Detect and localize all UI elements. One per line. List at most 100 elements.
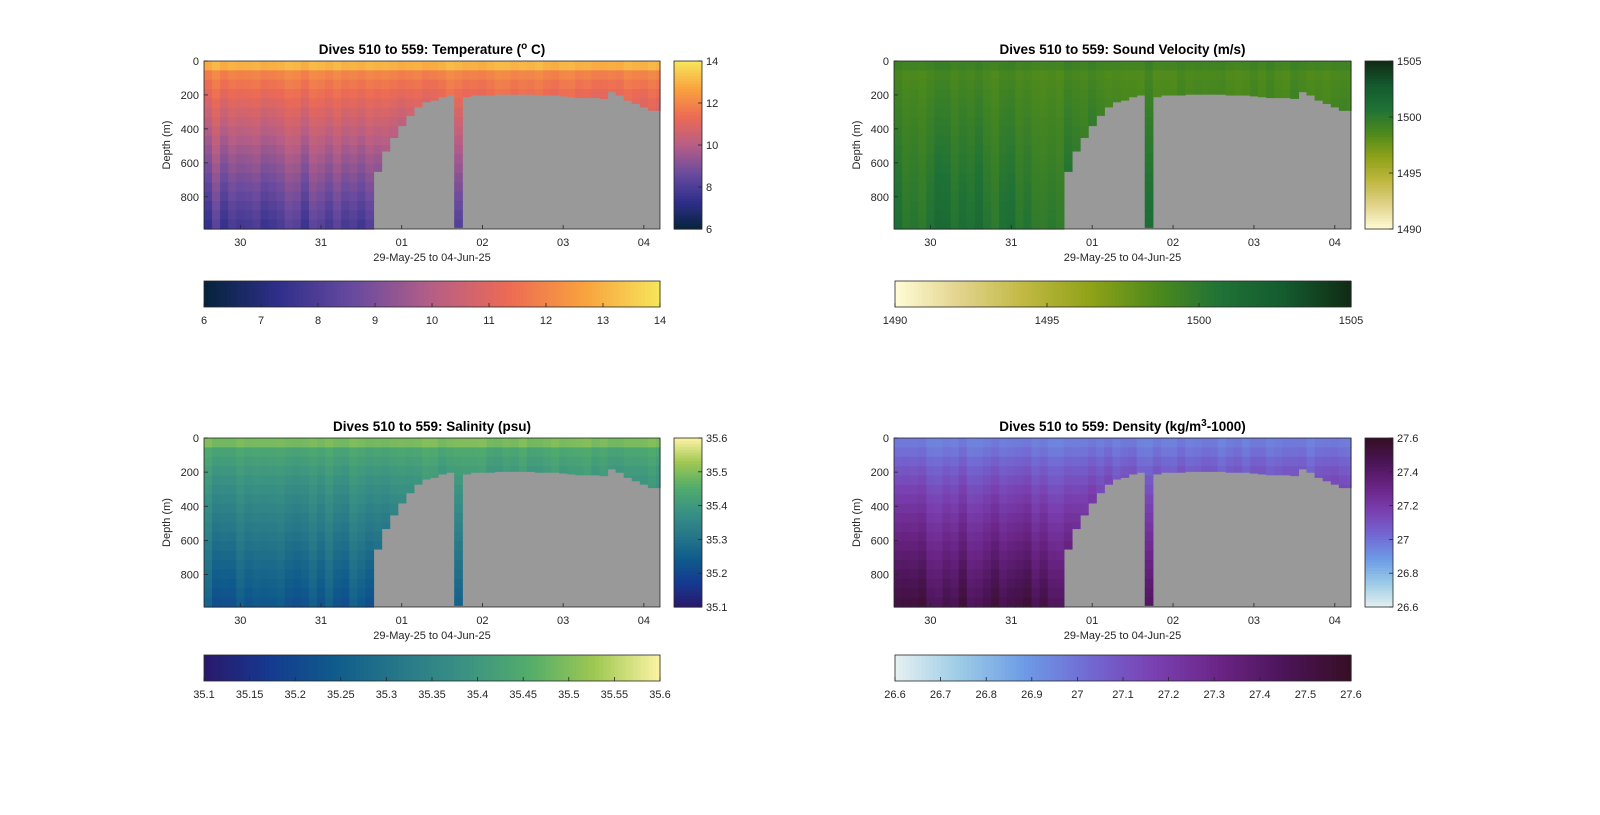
heatmap-cell (631, 456, 641, 467)
heatmap-cell (365, 569, 375, 580)
heatmap-cell (268, 126, 278, 137)
heatmap-cell (429, 438, 439, 448)
heatmap-cell (220, 70, 229, 81)
side-colorbar-segment (1365, 480, 1393, 484)
heatmap-cell (244, 145, 254, 155)
heatmap-cell (1225, 89, 1235, 96)
x-tick-label: 02 (1167, 237, 1179, 249)
heatmap-cell (1047, 145, 1057, 155)
heatmap-cell (942, 475, 952, 486)
bottom-colorbar-segment (599, 655, 604, 681)
heatmap-cell (244, 98, 254, 109)
heatmap-cell (292, 219, 302, 230)
heatmap-cell (950, 569, 960, 580)
heatmap-cell (974, 522, 984, 533)
heatmap-cell (999, 494, 1008, 505)
heatmap-cell (212, 447, 221, 458)
side-colorbar-segment (1365, 203, 1393, 208)
heatmap-cell (220, 135, 229, 146)
heatmap-cell (567, 438, 576, 448)
heatmap-cell (639, 438, 649, 448)
bottom-colorbar-segment (451, 655, 456, 681)
side-colorbar-segment (674, 449, 702, 453)
heatmap-cell (349, 531, 358, 542)
heatmap-cell (454, 61, 463, 71)
heatmap-cell (934, 210, 944, 221)
heatmap-cell (454, 494, 463, 505)
heatmap-cell (1330, 70, 1340, 81)
heatmap-cell (1346, 475, 1352, 486)
heatmap-cell (958, 191, 968, 202)
heatmap-cell (204, 447, 213, 458)
heatmap-cell (421, 61, 431, 71)
heatmap-cell (292, 513, 302, 524)
heatmap-cell (958, 578, 968, 589)
heatmap-cell (284, 219, 294, 230)
heatmap-cell (389, 503, 399, 514)
heatmap-cell (1023, 135, 1033, 146)
heatmap-cell (958, 560, 968, 571)
side-colorbar-segment (1365, 570, 1393, 574)
side-colorbar-segment (674, 181, 702, 185)
side-colorbar-segment (1365, 576, 1393, 580)
heatmap-cell (389, 117, 399, 127)
heatmap-cell (300, 522, 310, 533)
heatmap-cell (1241, 447, 1251, 458)
heatmap-cell (1047, 456, 1057, 467)
bottom-colorbar-segment (948, 655, 953, 681)
heatmap-cell (1015, 154, 1025, 165)
bottom-colorbar-segment (1119, 281, 1124, 307)
heatmap-cell (228, 201, 237, 211)
heatmap-cell (1282, 89, 1291, 99)
heatmap-cell (300, 191, 310, 202)
bottom-colorbar-segment (576, 655, 581, 681)
heatmap-cell (357, 173, 367, 183)
heatmap-cell (228, 522, 237, 533)
heatmap-cell (292, 173, 302, 183)
heatmap-cell (454, 466, 463, 477)
y-tick-label: 400 (181, 124, 199, 136)
heatmap-cell (494, 89, 504, 95)
heatmap-cell (316, 135, 326, 146)
heatmap-cell (349, 494, 358, 505)
heatmap-cell (1217, 438, 1227, 448)
heatmap-cell (1015, 61, 1025, 71)
heatmap-cell (1047, 531, 1057, 542)
bottom-colorbar-segment (1100, 281, 1105, 307)
bottom-colorbar-segment (1202, 281, 1208, 307)
heatmap-cell (1088, 70, 1097, 81)
bottom-colorbar-segment (967, 281, 972, 307)
heatmap-cell (260, 438, 270, 448)
heatmap-cell (1063, 522, 1073, 533)
heatmap-cell (438, 438, 447, 448)
bottom-colorbar-segment (587, 655, 593, 681)
heatmap-cell (1063, 107, 1073, 118)
heatmap-cell (926, 201, 936, 211)
heatmap-cell (918, 163, 927, 174)
heatmap-cell (894, 173, 903, 183)
heatmap-cell (559, 79, 568, 90)
heatmap-cell (357, 597, 367, 608)
bottom-colorbar-segment (553, 281, 558, 307)
heatmap-cell (510, 466, 520, 472)
heatmap-cell (316, 475, 326, 486)
heatmap-cell (607, 70, 617, 81)
heatmap-cell (236, 126, 245, 137)
heatmap-cell (252, 438, 262, 448)
side-colorbar-segment (1365, 590, 1393, 594)
heatmap-cell (942, 578, 952, 589)
heatmap-cell (894, 541, 903, 552)
heatmap-cell (1055, 484, 1065, 495)
heatmap-cell (365, 484, 375, 495)
heatmap-cell (357, 560, 367, 571)
heatmap-cell (454, 475, 463, 486)
heatmap-cell (325, 89, 334, 99)
heatmap-cell (942, 182, 952, 193)
heatmap-cell (284, 560, 294, 571)
heatmap-cell (300, 89, 310, 99)
heatmap-cell (1047, 98, 1057, 109)
side-colorbar-segment (674, 83, 702, 87)
heatmap-cell (204, 117, 213, 127)
heatmap-cell (974, 531, 984, 542)
bottom-colorbar-segment (1142, 281, 1147, 307)
